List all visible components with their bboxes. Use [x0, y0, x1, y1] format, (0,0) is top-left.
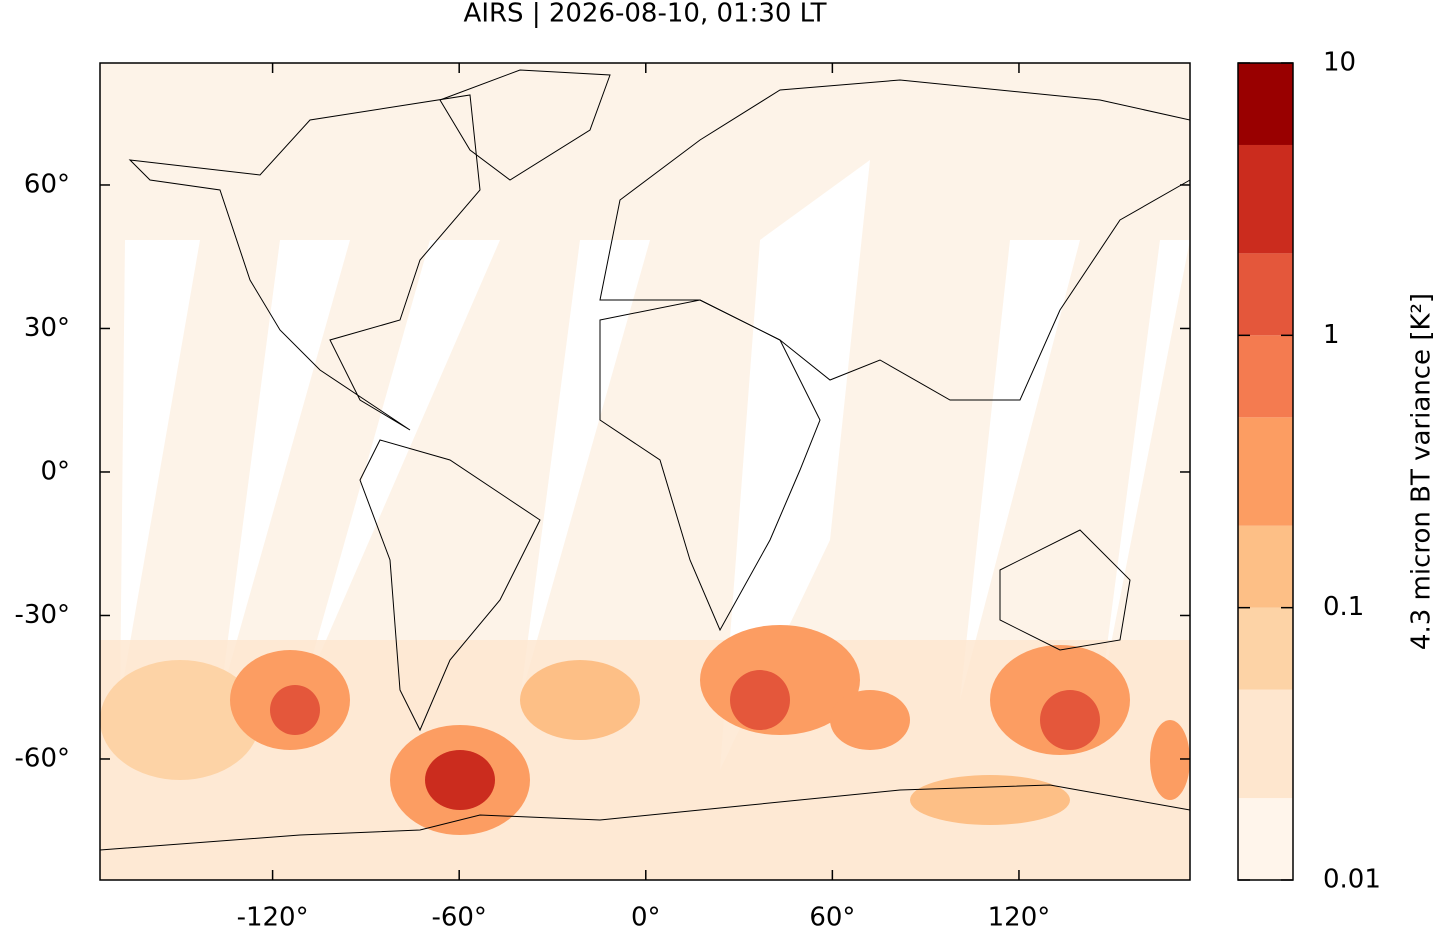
- y-tick-label: 60°: [24, 169, 70, 199]
- x-tick-label: -60°: [431, 903, 486, 930]
- colorbar-level: [1238, 63, 1293, 145]
- colorbar-frame: [1237, 62, 1294, 881]
- colorbar-level: [1238, 253, 1293, 336]
- colorbar-tick-label: 10: [1323, 48, 1356, 78]
- colorbar-level: [1238, 525, 1293, 608]
- colorbar-level: [1238, 417, 1293, 526]
- variance-blobs: [100, 625, 1190, 880]
- colorbar-level: [1238, 798, 1293, 880]
- y-tick-label: -30°: [15, 600, 70, 630]
- y-tick-label: 30°: [24, 313, 70, 343]
- colorbar-level: [1238, 335, 1293, 418]
- colorbar-tick-label: 0.01: [1323, 865, 1381, 895]
- coastlines: [99, 69, 1191, 851]
- swath-gaps: [120, 160, 1190, 770]
- map-field: [99, 62, 1191, 881]
- x-tick-label: 120°: [988, 903, 1051, 930]
- colorbar-level: [1238, 144, 1293, 254]
- colorbar-label: 4.3 micron BT variance [K²]: [1407, 293, 1437, 650]
- y-tick-label: -60°: [15, 743, 70, 773]
- chart-title: AIRS | 2026-08-10, 01:30 LT: [464, 0, 827, 29]
- x-tick-label: 0°: [631, 903, 661, 930]
- colorbar-tick-label: 1: [1323, 320, 1340, 350]
- x-tick-label: -120°: [237, 903, 309, 930]
- x-tick-label: 60°: [809, 903, 855, 930]
- colorbar-level: [1238, 607, 1293, 690]
- colorbar-level: [1238, 689, 1293, 799]
- colorbar-tick-label: 0.1: [1323, 592, 1364, 622]
- y-tick-label: 0°: [40, 456, 70, 486]
